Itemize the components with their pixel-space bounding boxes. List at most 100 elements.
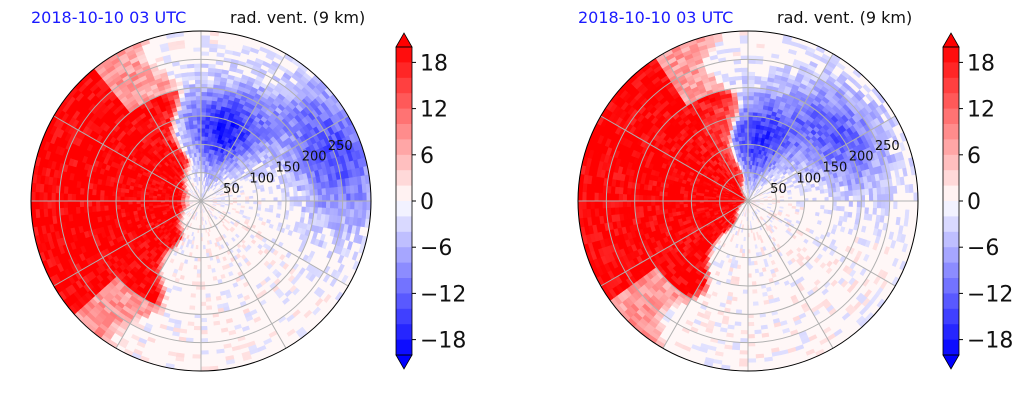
contour-cell [205, 99, 212, 105]
contour-cell [127, 196, 133, 202]
contour-cell [194, 75, 202, 81]
contour-cell [200, 119, 206, 125]
contour-cell [196, 119, 202, 125]
contour-cell [305, 194, 311, 202]
contour-cell [195, 289, 202, 295]
contour-cell [261, 197, 267, 202]
contour-cell [293, 190, 299, 197]
contour-cell [107, 190, 113, 197]
contour-cell [261, 203, 266, 209]
contour-cell [127, 193, 133, 198]
contour-cell [196, 111, 202, 117]
contour-cell [200, 354, 210, 360]
contour-cell [192, 42, 202, 48]
contour-cell [200, 350, 210, 356]
contour-cell [205, 301, 213, 307]
contour-cell [87, 194, 93, 202]
contour-cell [205, 297, 212, 303]
contour-cell [79, 200, 85, 208]
contour-cell [67, 193, 72, 202]
contour-cell [281, 196, 287, 202]
contour-cell [297, 205, 303, 212]
contour-cell [200, 75, 208, 81]
contour-cell [346, 192, 352, 202]
contour-cell [192, 38, 202, 44]
contour-cell [193, 330, 202, 335]
contour-cell [87, 200, 93, 208]
contour-cell [107, 205, 113, 212]
contour-cell [190, 99, 197, 105]
contour-cell [197, 135, 202, 141]
contour-cell [191, 362, 202, 368]
contour-cell [194, 305, 202, 311]
contour-cell [189, 301, 197, 307]
contour-cell [205, 289, 212, 295]
contour-cell [91, 200, 97, 208]
contour-cell [200, 289, 207, 295]
contour-cell [63, 200, 68, 209]
contour-cell [95, 205, 101, 213]
contour-cell [200, 285, 206, 291]
contour-cell [334, 193, 339, 202]
contour-cell [200, 67, 209, 72]
contour-cell [200, 297, 207, 303]
contour-cell [99, 205, 105, 212]
contour-cell [136, 193, 141, 199]
contour-cell [200, 321, 208, 327]
contour-cell [273, 204, 279, 210]
contour-cell [194, 91, 202, 97]
contour-cell [95, 200, 101, 207]
contour-cell [358, 192, 364, 202]
contour-cell [204, 127, 209, 133]
contour-cell [196, 277, 202, 283]
contour-cell [123, 196, 129, 202]
chart-title-date: 2018-10-10 03 UTC [31, 8, 187, 27]
contour-cell [123, 192, 129, 198]
contour-cell [277, 204, 283, 210]
contour-cell [103, 190, 109, 197]
contour-cell [321, 194, 327, 202]
contour-cell [193, 325, 202, 331]
contour-cell [192, 350, 202, 356]
contour-cell [190, 297, 197, 303]
contour-cell [196, 123, 202, 129]
contour-cell [42, 192, 48, 202]
contour-cell [200, 131, 205, 137]
contour-cell [200, 261, 205, 267]
contour-cell [197, 261, 202, 267]
contour-cell [289, 205, 295, 212]
contour-cell [195, 103, 202, 109]
contour-cell [200, 50, 210, 56]
contour-cell [192, 358, 202, 364]
contour-cell [119, 204, 125, 210]
contour-cell [131, 193, 137, 198]
contour-cell [111, 200, 117, 206]
contour-cell [192, 273, 198, 279]
contour-cell [111, 196, 117, 202]
contour-cell [46, 200, 52, 210]
contour-cell [193, 63, 202, 68]
contour-cell [265, 204, 271, 209]
contour-cell [269, 204, 275, 209]
contour-cell [194, 321, 202, 327]
contour-cell [285, 196, 291, 202]
contour-cell [200, 87, 208, 93]
contour-cell [293, 205, 299, 212]
contour-cell [103, 205, 109, 212]
chart-title-field: rad. vent. (9 km) [230, 8, 366, 27]
contour-cell [95, 195, 101, 202]
contour-cell [38, 192, 44, 202]
contour-cell [71, 200, 77, 209]
contour-cell [196, 281, 202, 287]
contour-cell [123, 200, 129, 206]
contour-cell [200, 325, 209, 331]
contour-cell [200, 362, 211, 368]
contour-cell [193, 269, 198, 275]
contour-cell [200, 281, 206, 287]
contour-cell [190, 107, 197, 113]
contour-cell [289, 195, 295, 202]
contour-cell [196, 269, 202, 275]
contour-cell [192, 346, 202, 352]
contour-cell [200, 34, 211, 40]
contour-cell [119, 196, 125, 202]
